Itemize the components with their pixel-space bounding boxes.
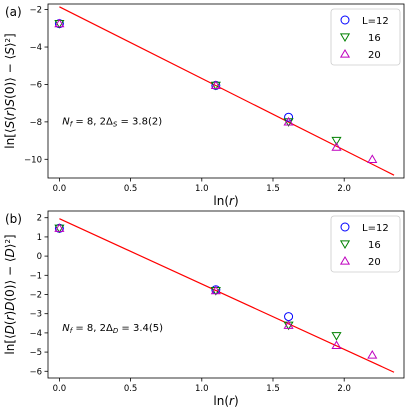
y-tick-label: −2: [29, 6, 42, 16]
x-tick-label: 0.5: [124, 384, 138, 394]
y-tick-label: −2: [29, 291, 42, 301]
panel-label: (a): [5, 5, 22, 19]
legend-label-1: 16: [368, 240, 381, 251]
legend-marker-1: [339, 240, 351, 249]
y-tick-label: 1: [37, 233, 42, 243]
data-point-20-4: [367, 154, 378, 163]
annotation-text: Nf = 8, 2ΔS = 3.8(2): [62, 117, 162, 129]
annotation-text: Nf = 8, 2ΔD = 3.4(5): [62, 323, 163, 335]
x-tick-label: 0.0: [53, 184, 67, 194]
data-point-16-3: [331, 332, 342, 341]
data-point-20-0: [54, 223, 65, 232]
x-tick-label: 2.0: [337, 384, 351, 394]
data-point-20-2: [283, 116, 294, 126]
x-tick-label: 1.5: [266, 384, 280, 394]
data-point-20-0: [54, 18, 65, 28]
legend-marker-2: [339, 256, 351, 265]
panel-label: (b): [5, 212, 22, 226]
data-point-20-1: [210, 285, 221, 295]
y-tick-label: −3: [29, 310, 42, 320]
y-tick-label: −4: [29, 329, 42, 339]
x-tick-label: 1.0: [195, 184, 209, 194]
fit-line: [59, 218, 395, 373]
data-point-l12-2: [284, 312, 294, 322]
y-tick-label: −8: [29, 118, 42, 128]
legend-marker-0: [340, 15, 350, 25]
y-axis-label: ln[⟨S(r)S(0)⟩ − ⟨S⟩2]: [3, 33, 17, 148]
data-point-20-2: [283, 320, 294, 329]
legend-label-1: 16: [368, 33, 381, 44]
legend-marker-1: [339, 33, 351, 42]
x-tick-label: 1.0: [195, 384, 209, 394]
legend-marker-0: [340, 222, 350, 232]
x-axis-label: ln(r): [213, 194, 238, 208]
y-tick-label: −10: [24, 155, 42, 165]
x-tick-label: 2.0: [337, 184, 351, 194]
legend-marker-2: [339, 49, 351, 58]
chart-panel-a: 0.0 0.5 1.0 1.5 2.0 −10 −8 −6 −4 −2 ln(r) ln[⟨S(r)S…: [3, 3, 405, 208]
x-axis-label: ln(r): [213, 394, 238, 408]
y-tick-label: −6: [29, 367, 42, 377]
legend-label-0: L=12: [362, 16, 389, 27]
y-tick-label: 2: [37, 214, 42, 224]
data-point-20-4: [367, 349, 378, 359]
y-axis-label: ln[⟨D(r)D(0)⟩ − ⟨D⟩2]: [3, 234, 17, 354]
y-tick-label: 0: [37, 252, 42, 262]
x-tick-label: 0.0: [53, 384, 67, 394]
y-tick-label: −1: [29, 271, 42, 281]
axes-frame: [47, 3, 405, 179]
data-point-16-3: [331, 136, 342, 146]
y-tick-label: −6: [29, 80, 42, 90]
legend-label-2: 20: [368, 257, 381, 268]
x-tick-label: 1.5: [266, 184, 280, 194]
legend: L=12 16 20: [330, 215, 401, 273]
y-tick-label: −4: [29, 43, 42, 53]
chart-panel-b: 0.0 0.5 1.0 1.5 2.0 −6 −5 −4 −3 −2 −1 0 1 2 ln(r) ln[⟨D…: [3, 210, 405, 408]
data-point-20-3: [331, 142, 342, 151]
y-tick-label: −5: [29, 348, 42, 358]
data-point-20-1: [210, 80, 221, 90]
legend: L=12 16 20: [330, 8, 401, 66]
data-point-20-3: [331, 340, 342, 350]
data-point-l12-2: [284, 112, 294, 122]
legend-label-2: 20: [368, 50, 381, 61]
x-tick-label: 0.5: [124, 184, 138, 194]
legend-label-0: L=12: [362, 223, 389, 234]
